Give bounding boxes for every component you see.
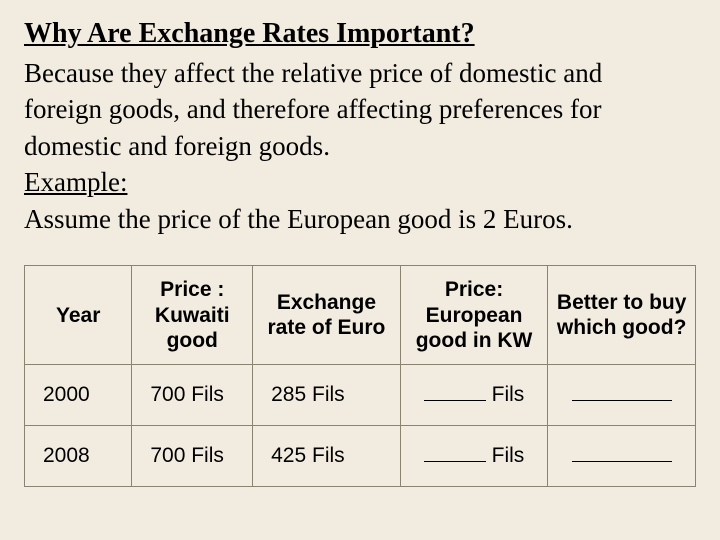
table-header: Year Price : Kuwaiti good Exchange rate …	[25, 266, 696, 365]
fils-suffix: Fils	[486, 383, 525, 406]
assumption-text: Assume the price of the European good is…	[24, 201, 696, 237]
table-body: 2000 700 Fils 285 Fils Fils 2008 700 Fil…	[25, 365, 696, 487]
slide-title: Why Are Exchange Rates Important?	[24, 16, 696, 51]
paragraph-line-1: Because they affect the relative price o…	[24, 55, 696, 91]
blank-fill-line	[572, 461, 672, 462]
cell-price-european: Fils	[400, 365, 548, 426]
fils-suffix: Fils	[486, 444, 525, 467]
col-header-exchange-rate: Exchange rate of Euro	[253, 266, 401, 365]
cell-better-buy	[548, 426, 696, 487]
cell-price-kuwaiti: 700 Fils	[132, 365, 253, 426]
table-row: 2008 700 Fils 425 Fils Fils	[25, 426, 696, 487]
col-header-better-buy: Better to buy which good?	[548, 266, 696, 365]
table-header-row: Year Price : Kuwaiti good Exchange rate …	[25, 266, 696, 365]
cell-better-buy	[548, 365, 696, 426]
col-header-price-european: Price: European good in KW	[400, 266, 548, 365]
exchange-rate-table: Year Price : Kuwaiti good Exchange rate …	[24, 265, 696, 487]
blank-fill-line	[424, 400, 486, 401]
paragraph-line-3: domestic and foreign goods.	[24, 128, 696, 164]
example-label: Example:	[24, 164, 696, 200]
cell-exchange-rate: 425 Fils	[253, 426, 401, 487]
paragraph-line-2: foreign goods, and therefore affecting p…	[24, 91, 696, 127]
cell-exchange-rate: 285 Fils	[253, 365, 401, 426]
col-header-year: Year	[25, 266, 132, 365]
blank-fill-line	[572, 400, 672, 401]
cell-price-european: Fils	[400, 426, 548, 487]
col-header-price-kuwaiti: Price : Kuwaiti good	[132, 266, 253, 365]
text-block: Why Are Exchange Rates Important? Becaus…	[24, 16, 696, 237]
blank-fill-line	[424, 461, 486, 462]
cell-price-kuwaiti: 700 Fils	[132, 426, 253, 487]
table-row: 2000 700 Fils 285 Fils Fils	[25, 365, 696, 426]
slide-container: Why Are Exchange Rates Important? Becaus…	[0, 0, 720, 540]
cell-year: 2008	[25, 426, 132, 487]
cell-year: 2000	[25, 365, 132, 426]
